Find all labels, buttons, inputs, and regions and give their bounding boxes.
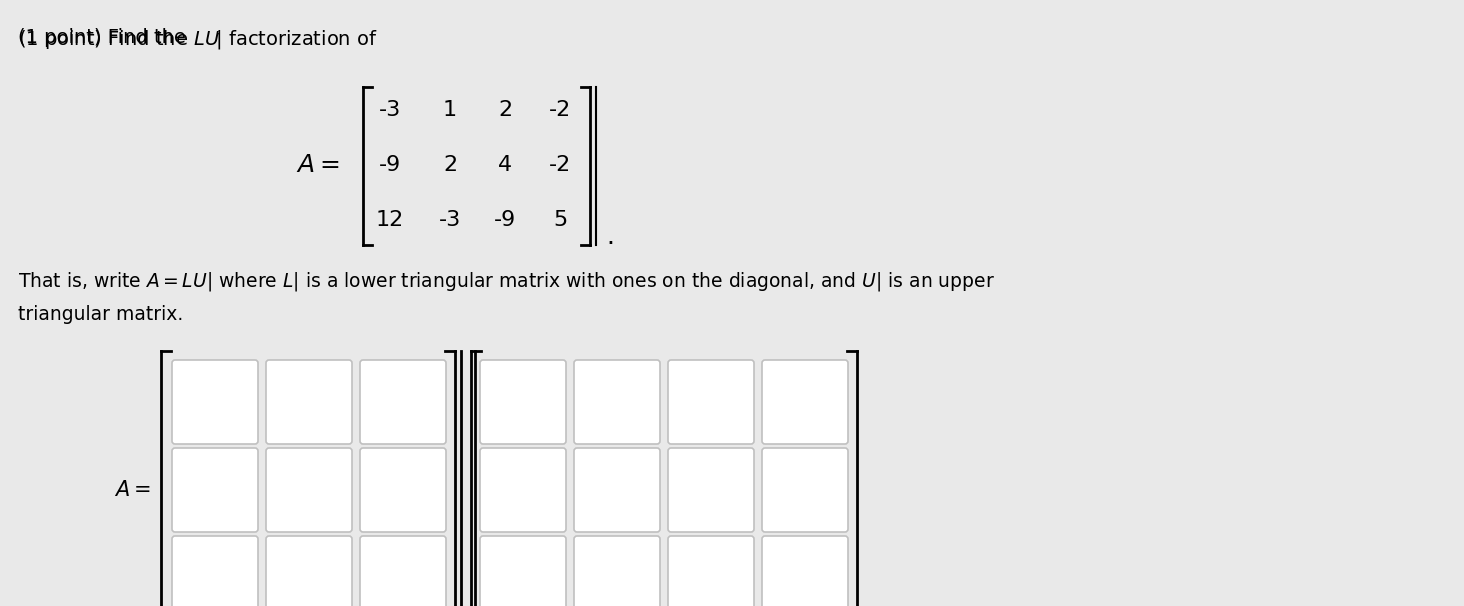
FancyBboxPatch shape bbox=[574, 536, 660, 606]
FancyBboxPatch shape bbox=[360, 448, 447, 532]
Text: $A =$: $A =$ bbox=[296, 153, 340, 177]
Text: $A =$: $A =$ bbox=[114, 480, 151, 500]
Text: -3: -3 bbox=[379, 100, 401, 120]
Text: -9: -9 bbox=[493, 210, 517, 230]
FancyBboxPatch shape bbox=[761, 536, 848, 606]
FancyBboxPatch shape bbox=[266, 536, 351, 606]
FancyBboxPatch shape bbox=[480, 536, 567, 606]
Text: 2: 2 bbox=[444, 155, 457, 175]
Text: -9: -9 bbox=[379, 155, 401, 175]
Text: 2: 2 bbox=[498, 100, 512, 120]
FancyBboxPatch shape bbox=[761, 360, 848, 444]
Text: .: . bbox=[606, 225, 613, 249]
FancyBboxPatch shape bbox=[668, 536, 754, 606]
FancyBboxPatch shape bbox=[171, 536, 258, 606]
FancyBboxPatch shape bbox=[171, 360, 258, 444]
Text: -2: -2 bbox=[549, 155, 571, 175]
Text: 12: 12 bbox=[376, 210, 404, 230]
FancyBboxPatch shape bbox=[171, 448, 258, 532]
Text: -2: -2 bbox=[549, 100, 571, 120]
FancyBboxPatch shape bbox=[480, 360, 567, 444]
Text: (1 point) Find the: (1 point) Find the bbox=[18, 28, 192, 47]
FancyBboxPatch shape bbox=[360, 536, 447, 606]
FancyBboxPatch shape bbox=[574, 448, 660, 532]
FancyBboxPatch shape bbox=[668, 448, 754, 532]
Text: triangular matrix.: triangular matrix. bbox=[18, 305, 183, 324]
FancyBboxPatch shape bbox=[266, 360, 351, 444]
FancyBboxPatch shape bbox=[668, 360, 754, 444]
FancyBboxPatch shape bbox=[480, 448, 567, 532]
FancyBboxPatch shape bbox=[761, 448, 848, 532]
Text: (1 point) Find the $LU\!|$ factorization of: (1 point) Find the $LU\!|$ factorization… bbox=[18, 28, 378, 51]
Text: That is, write $A = LU|$ where $L|$ is a lower triangular matrix with ones on th: That is, write $A = LU|$ where $L|$ is a… bbox=[18, 270, 996, 293]
Text: 1: 1 bbox=[444, 100, 457, 120]
FancyBboxPatch shape bbox=[360, 360, 447, 444]
Text: -3: -3 bbox=[439, 210, 461, 230]
FancyBboxPatch shape bbox=[574, 360, 660, 444]
Text: 4: 4 bbox=[498, 155, 512, 175]
Text: 5: 5 bbox=[553, 210, 567, 230]
FancyBboxPatch shape bbox=[266, 448, 351, 532]
